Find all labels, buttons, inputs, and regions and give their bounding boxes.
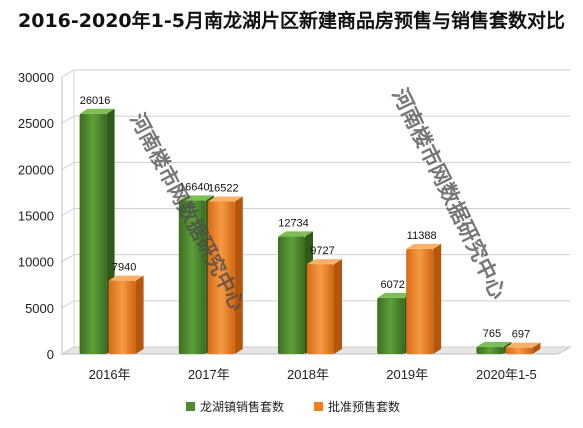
bar-side	[334, 259, 342, 354]
y-tick-label: 25000	[18, 116, 54, 131]
y-tick-label: 20000	[18, 162, 54, 177]
y-tick-label: 30000	[18, 70, 54, 85]
data-label: 16640	[179, 181, 210, 193]
bar-top	[79, 108, 115, 114]
bar	[307, 264, 334, 354]
bar	[278, 236, 305, 354]
data-label: 6072	[380, 279, 404, 291]
data-label: 697	[512, 329, 530, 341]
legend-label: 龙湖镇销售套数	[200, 399, 284, 414]
legend-label: 批准预售套数	[328, 399, 400, 414]
bar	[108, 280, 136, 354]
legend-swatch	[314, 402, 323, 411]
bar	[505, 347, 533, 354]
data-label: 9727	[310, 245, 334, 257]
x-tick-label: 2017年	[188, 367, 230, 382]
bar-top	[505, 342, 541, 348]
y-tick-label: 10000	[18, 255, 54, 270]
y-tick-label: 15000	[18, 209, 54, 224]
bar	[406, 248, 434, 354]
y-tick-label: 0	[47, 347, 54, 362]
data-label: 765	[483, 328, 501, 340]
bar-side	[532, 342, 541, 354]
x-tick-label: 2018年	[287, 367, 329, 382]
y-tick-label: 5000	[25, 301, 54, 316]
bar-top	[207, 196, 243, 202]
bar	[178, 200, 206, 354]
bar-side	[433, 243, 442, 354]
data-label: 26016	[80, 95, 111, 107]
x-tick-label: 2020年1-5	[476, 367, 537, 382]
bar-side	[135, 275, 144, 354]
legend-swatch	[186, 402, 195, 411]
bar-top	[406, 243, 442, 249]
x-tick-label: 2019年	[386, 367, 428, 382]
x-tick-label: 2016年	[89, 367, 131, 382]
bar	[207, 201, 235, 354]
bar-top	[178, 195, 214, 201]
data-label: 16522	[208, 182, 239, 194]
bar	[476, 346, 504, 354]
bar-top	[377, 292, 413, 298]
bar-top	[278, 231, 313, 237]
bar-top	[307, 259, 342, 265]
bar	[79, 113, 107, 354]
bar	[377, 297, 405, 354]
bar-top	[476, 341, 512, 347]
bar-top	[108, 275, 144, 281]
data-label: 7940	[112, 262, 136, 274]
data-label: 12734	[278, 217, 309, 229]
chart-title: 2016-2020年1-5月南龙湖片区新建商品房预售与销售套数对比	[18, 10, 565, 32]
bar-side	[234, 196, 243, 354]
data-label: 11388	[407, 230, 437, 242]
